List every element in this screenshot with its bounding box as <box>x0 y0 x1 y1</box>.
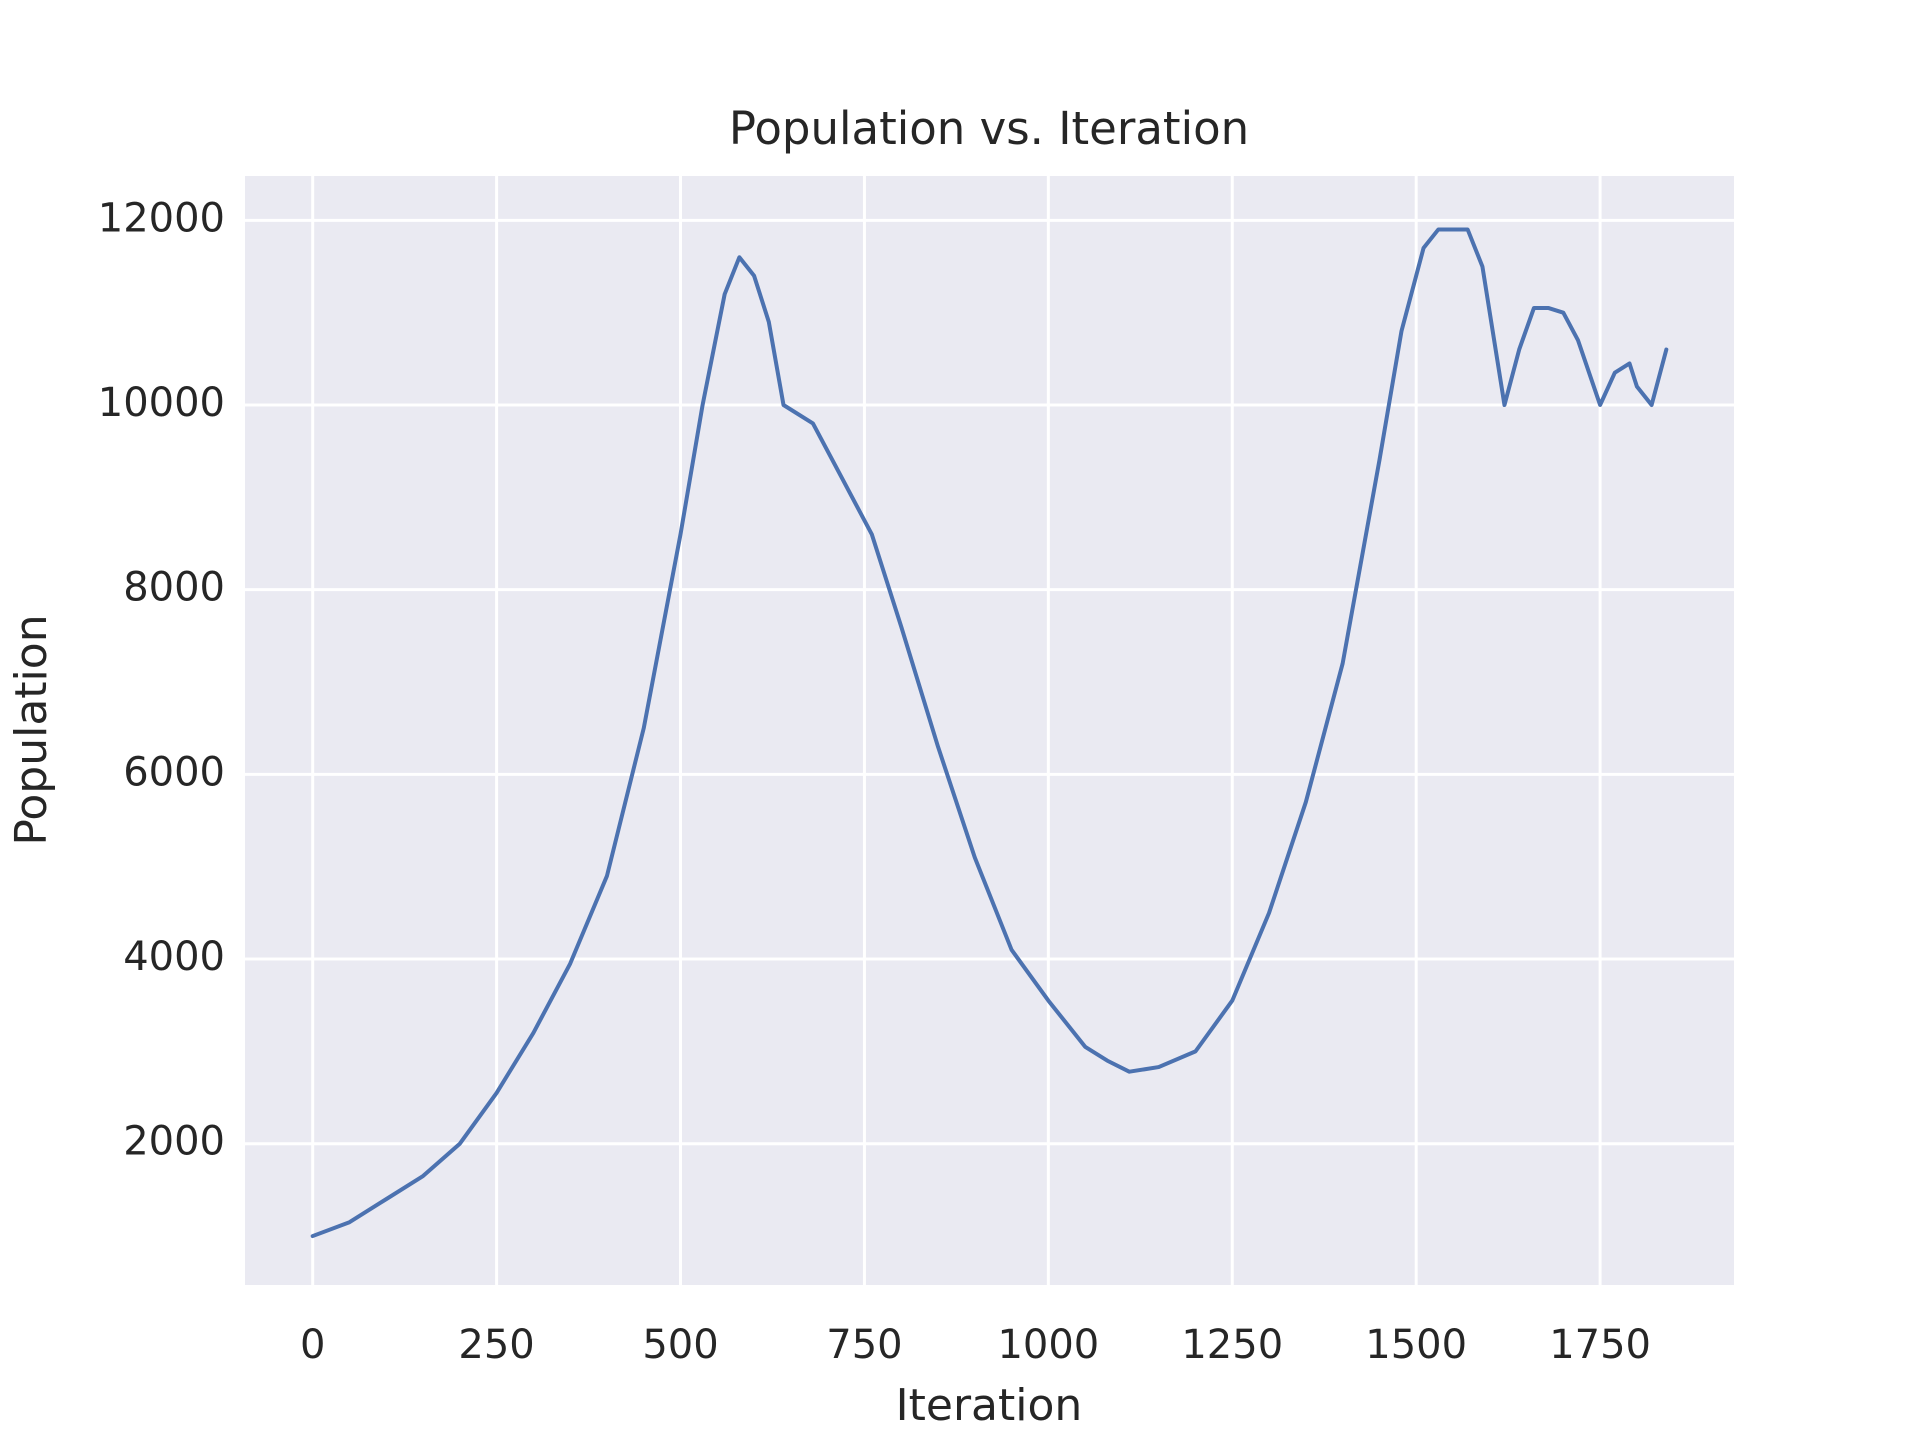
y-tick-label: 10000 <box>98 380 225 426</box>
x-tick-label: 750 <box>826 1322 902 1368</box>
y-axis-label: Population <box>6 614 57 845</box>
y-tick-label: 12000 <box>98 195 225 241</box>
data-line <box>310 227 1669 1239</box>
x-axis-label: Iteration <box>896 1380 1083 1431</box>
x-tick-label: 250 <box>458 1322 534 1368</box>
y-tick-label: 6000 <box>123 749 225 795</box>
x-tick-label: 1500 <box>1365 1322 1467 1368</box>
x-tick-label: 1000 <box>997 1322 1099 1368</box>
y-tick-label: 8000 <box>123 565 225 611</box>
chart-title: Population vs. Iteration <box>729 102 1249 155</box>
x-tick-label: 500 <box>642 1322 718 1368</box>
x-tick-label: 0 <box>300 1322 325 1368</box>
y-tick-label: 2000 <box>123 1119 225 1165</box>
plot-area <box>245 176 1734 1285</box>
y-tick-label: 4000 <box>123 934 225 980</box>
x-tick-label: 1750 <box>1549 1322 1651 1368</box>
x-tick-label: 1250 <box>1181 1322 1283 1368</box>
